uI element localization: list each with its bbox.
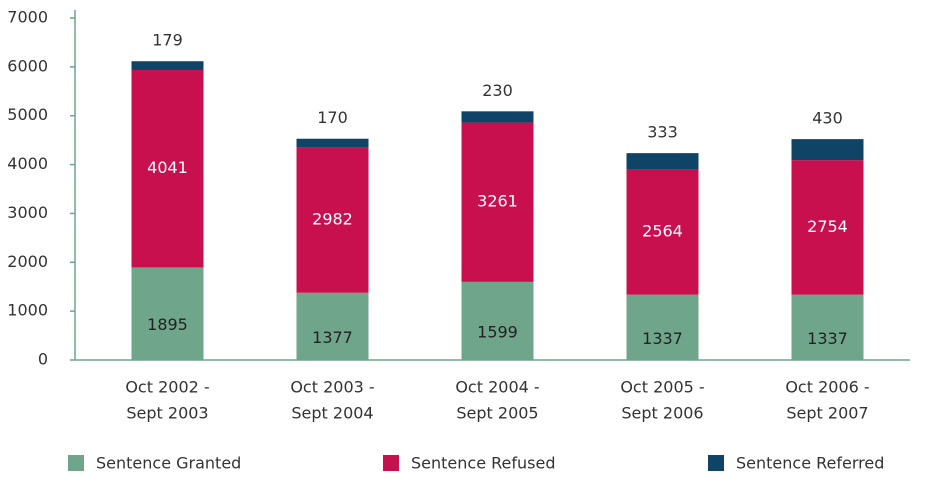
data-label: 1599 [477,322,518,341]
bar-segment [791,139,864,161]
y-tick-label: 5000 [7,105,48,124]
x-tick-label: Sept 2003 [126,404,208,423]
x-tick-label: Sept 2007 [786,404,868,423]
bar-segment [461,111,534,123]
bar-segment [626,153,699,170]
bar-segment [461,122,534,282]
y-tick-label: 2000 [7,252,48,271]
data-label: 1337 [807,329,848,348]
data-label: 4041 [147,158,188,177]
data-label: 333 [647,123,678,142]
legend-swatch [383,455,399,471]
legend-label: Sentence Referred [736,454,884,473]
x-tick-label: Oct 2004 - [455,378,539,397]
y-tick-label: 0 [38,350,48,369]
x-tick-label: Sept 2005 [456,404,538,423]
x-tick-label: Oct 2002 - [125,378,209,397]
x-tick-label: Oct 2003 - [290,378,374,397]
data-label: 1377 [312,328,353,347]
legend-swatch [708,455,724,471]
data-label: 179 [152,31,183,50]
legend-swatch [68,455,84,471]
data-label: 2982 [312,209,353,228]
data-label: 2564 [642,222,683,241]
data-label: 3261 [477,192,518,211]
bar-segment [791,160,864,295]
bar-segment [791,294,864,360]
x-tick-label: Sept 2006 [621,404,703,423]
bar-segment [626,169,699,295]
bar-segment [296,292,369,360]
y-tick-label: 1000 [7,301,48,320]
legend-label: Sentence Granted [96,454,241,473]
y-tick-label: 7000 [7,8,48,27]
legend-label: Sentence Refused [411,454,555,473]
x-tick-label: Oct 2005 - [620,378,704,397]
bar-segment [131,69,204,268]
bar-segment [296,138,369,148]
y-tick-label: 6000 [7,56,48,75]
data-label: 1895 [147,315,188,334]
data-label: 170 [317,108,348,127]
y-tick-label: 3000 [7,203,48,222]
x-tick-label: Oct 2006 - [785,378,869,397]
data-label: 2754 [807,217,848,236]
bar-segment [296,147,369,293]
y-tick-label: 4000 [7,154,48,173]
data-label: 430 [812,109,843,128]
data-label: 1337 [642,329,683,348]
x-tick-label: Sept 2004 [291,404,373,423]
bar-segment [131,61,204,70]
data-label: 230 [482,81,513,100]
bar-segment [626,294,699,360]
bar-segment [131,267,204,360]
bar-segment [461,281,534,360]
